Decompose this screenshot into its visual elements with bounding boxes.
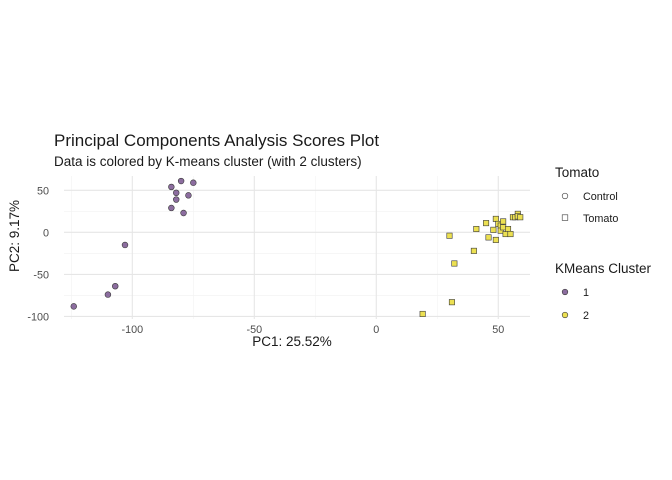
- data-point-cluster-2: [505, 225, 512, 232]
- data-point-cluster-2: [446, 232, 453, 239]
- data-point-cluster-2: [470, 247, 477, 254]
- data-point-cluster-1: [173, 196, 180, 203]
- legend-label-control: Control: [583, 191, 618, 203]
- data-point-cluster-2: [500, 218, 507, 225]
- legend-key-control: [561, 192, 569, 200]
- chart-subtitle: Data is colored by K-means cluster (with…: [54, 154, 362, 169]
- x-tick-label: -100: [122, 324, 144, 336]
- legend-key-tomato: [561, 214, 569, 221]
- data-point-cluster-2: [448, 299, 455, 306]
- data-point-cluster-1: [177, 177, 185, 185]
- x-tick-label: 0: [373, 324, 379, 336]
- data-point-cluster-1: [70, 303, 77, 310]
- data-point-cluster-1: [104, 291, 112, 298]
- data-point-cluster-1: [190, 179, 197, 186]
- y-tick-label: -50: [33, 269, 49, 281]
- data-point-cluster-1: [121, 241, 129, 249]
- data-point-cluster-2: [419, 310, 426, 317]
- data-point-cluster-1: [112, 282, 119, 290]
- y-tick-label: 0: [43, 227, 49, 239]
- data-point-cluster-2: [492, 236, 499, 243]
- data-point-cluster-2: [507, 231, 514, 238]
- y-tick-label: 50: [37, 185, 49, 197]
- y-axis-ticks: -100 -50 0 50: [27, 185, 49, 323]
- data-point-cluster-1: [180, 209, 187, 217]
- legend-title-tomato: Tomato: [555, 165, 599, 180]
- data-point-cluster-2: [451, 260, 458, 267]
- legend-key-cluster-2: [561, 311, 569, 319]
- legend-key-cluster-1: [561, 288, 569, 296]
- data-point-cluster-2: [492, 215, 499, 222]
- x-axis-title: PC1: 25.52%: [252, 334, 332, 349]
- y-tick-label: -100: [27, 311, 49, 323]
- legend-title-kmeans: KMeans Cluster: [555, 261, 652, 276]
- data-point-cluster-1: [168, 183, 175, 191]
- legend-label-cluster-1: 1: [583, 287, 589, 299]
- data-point-cluster-2: [473, 225, 480, 232]
- data-point-cluster-2: [483, 220, 490, 227]
- legend-label-cluster-2: 2: [583, 310, 589, 322]
- x-tick-label: -50: [246, 324, 262, 336]
- legend-label-tomato: Tomato: [583, 213, 618, 225]
- data-point-cluster-2: [485, 234, 492, 241]
- y-axis-title: PC2: 9.17%: [7, 200, 22, 272]
- data-point-cluster-2: [517, 214, 524, 221]
- chart-title: Principal Components Analysis Scores Plo…: [54, 131, 379, 150]
- x-axis-ticks: -100 -50 0 50: [122, 324, 505, 336]
- data-point-cluster-2: [490, 226, 497, 233]
- x-tick-label: 50: [492, 324, 504, 336]
- plot-grid: [64, 176, 530, 319]
- legend: Tomato Control Tomato KMeans Cluster 1 2: [555, 165, 652, 322]
- data-point-cluster-1: [185, 192, 192, 199]
- data-points: [70, 177, 524, 317]
- data-point-cluster-1: [168, 204, 175, 212]
- data-point-cluster-1: [173, 189, 180, 197]
